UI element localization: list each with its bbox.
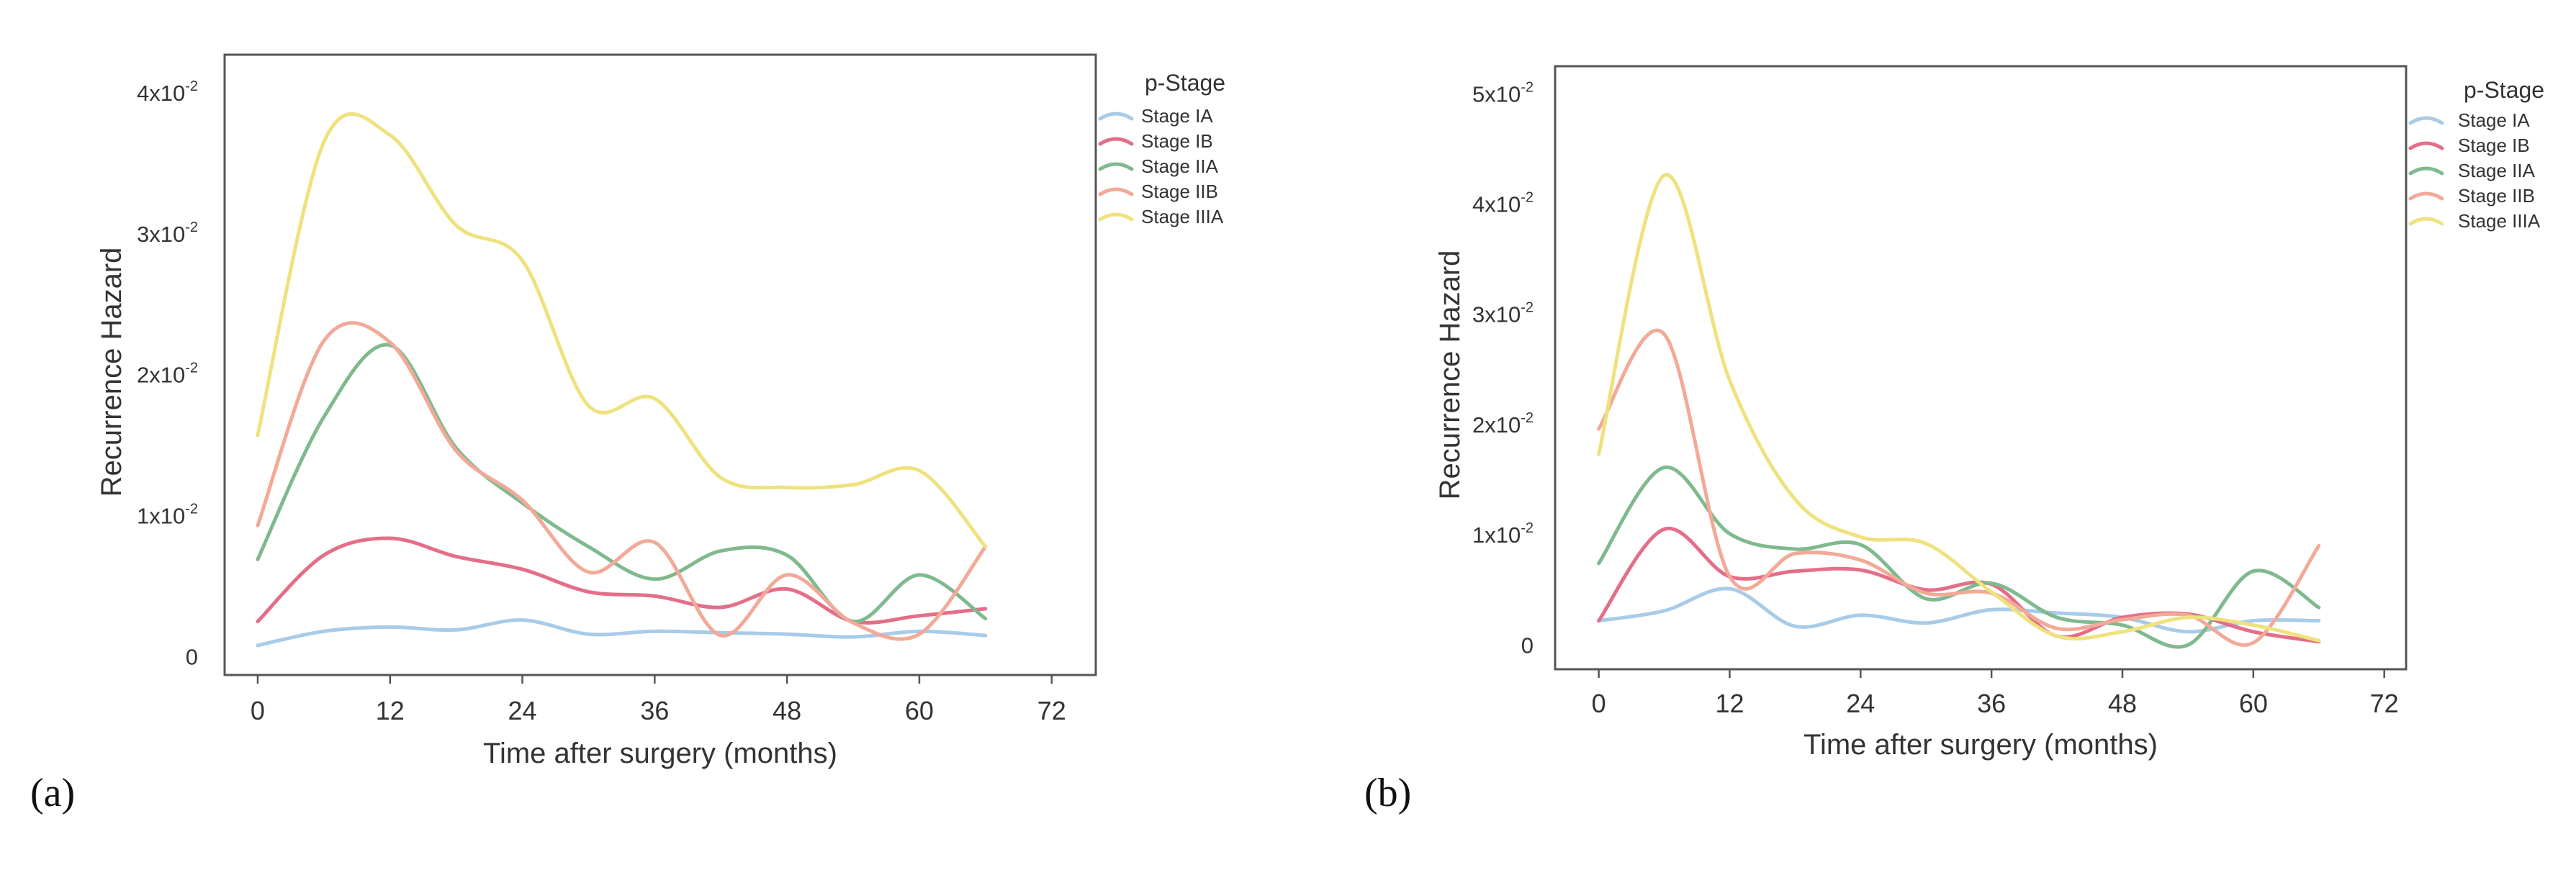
legend-swatch-stage-iia — [2408, 166, 2444, 176]
series-line-stage-iiia — [256, 112, 988, 549]
x-tick-label: 72 — [2370, 689, 2399, 718]
x-tick-label: 24 — [1846, 689, 1875, 718]
y-tick-label: 5x10-2 — [1472, 79, 1534, 107]
series-line-stage-ib — [1597, 526, 2321, 644]
legend-swatch-stage-ib — [1098, 137, 1134, 146]
panel-b: 0 12 24 36 48 60 72 0 1x10-2 2x10-2 3x10-2 4x10-2 5x… — [1434, 65, 2544, 761]
x-tick-label: 60 — [2239, 689, 2268, 718]
series-line-stage-iib — [256, 321, 988, 641]
legend-swatch-stage-ia — [1098, 112, 1134, 121]
y-tick-label: 4x10-2 — [137, 78, 198, 106]
y-tick-label: 0 — [1521, 633, 1534, 658]
series-line-stage-iib — [1597, 328, 2321, 647]
plot-frame — [1554, 65, 2408, 671]
y-tick-label: 2x10-2 — [137, 361, 198, 388]
legend-swatch-stage-iiia — [2408, 217, 2444, 226]
x-tick-label: 24 — [508, 696, 537, 725]
legend-label-stage-iib: Stage IIB — [2458, 185, 2535, 207]
x-tick-label: 72 — [1037, 696, 1066, 725]
legend-label-stage-ib: Stage IB — [1141, 130, 1213, 152]
x-axis-title: Time after surgery (months) — [483, 738, 837, 769]
y-tick-label: 1x10-2 — [137, 502, 198, 529]
series-line-stage-iiia — [1597, 173, 2321, 643]
x-tick-label: 48 — [2108, 689, 2137, 718]
legend-swatch-stage-iia — [1098, 162, 1134, 171]
legend-label-stage-iia: Stage IIA — [2458, 160, 2536, 181]
legend-swatch-stage-iiia — [1098, 212, 1134, 222]
panel-label-b: (b) — [1364, 771, 1411, 815]
y-tick-label: 0 — [186, 645, 198, 670]
x-tick-label: 48 — [773, 696, 801, 725]
y-tick-label: 4x10-2 — [1472, 189, 1534, 217]
y-axis-title: Recurrence Hazard — [96, 248, 127, 497]
legend-label-stage-iiia: Stage IIIA — [1141, 206, 1224, 227]
legend-swatch-stage-iib — [1098, 187, 1134, 196]
legend-title: p-Stage — [2464, 77, 2544, 103]
x-tick-label: 36 — [640, 696, 669, 725]
legend-label-stage-ia: Stage IA — [2458, 109, 2530, 131]
x-tick-label: 60 — [905, 696, 934, 725]
y-tick-label: 3x10-2 — [137, 219, 198, 247]
legend-label-stage-ia: Stage IA — [1141, 105, 1213, 127]
legend-title: p-Stage — [1145, 70, 1225, 96]
x-tick-label: 12 — [376, 696, 405, 725]
panel-label-a: (a) — [30, 771, 75, 815]
legend-swatch-stage-ib — [2408, 141, 2444, 150]
series-line-stage-ia — [1597, 586, 2321, 634]
y-tick-label: 3x10-2 — [1472, 300, 1534, 327]
y-tick-label: 1x10-2 — [1472, 520, 1534, 548]
legend-label-stage-iib: Stage IIB — [1141, 181, 1218, 202]
series-line-stage-iia — [256, 343, 988, 624]
y-axis-title: Recurrence Hazard — [1434, 250, 1466, 500]
legend-swatch-stage-ia — [2408, 116, 2444, 125]
x-tick-label: 36 — [1977, 689, 2006, 718]
legend-label-stage-iiia: Stage IIIA — [2458, 210, 2541, 232]
x-tick-label: 0 — [251, 696, 265, 725]
legend-label-stage-iia: Stage IIA — [1141, 155, 1219, 177]
x-tick-label: 0 — [1592, 689, 1606, 718]
series-line-stage-ia — [256, 618, 988, 648]
y-tick-label: 2x10-2 — [1472, 410, 1534, 438]
series-line-stage-iia — [1597, 466, 2321, 649]
plot-frame — [223, 53, 1097, 676]
panel-a: 0 12 24 36 48 60 72 0 1x10-2 2x10-2 3x10-2 4x10-2 Ti… — [96, 53, 1225, 769]
legend-swatch-stage-iib — [2408, 191, 2444, 201]
x-tick-label: 12 — [1715, 689, 1744, 718]
legend-label-stage-ib: Stage IB — [2458, 135, 2530, 156]
x-axis-title: Time after surgery (months) — [1803, 729, 2158, 761]
